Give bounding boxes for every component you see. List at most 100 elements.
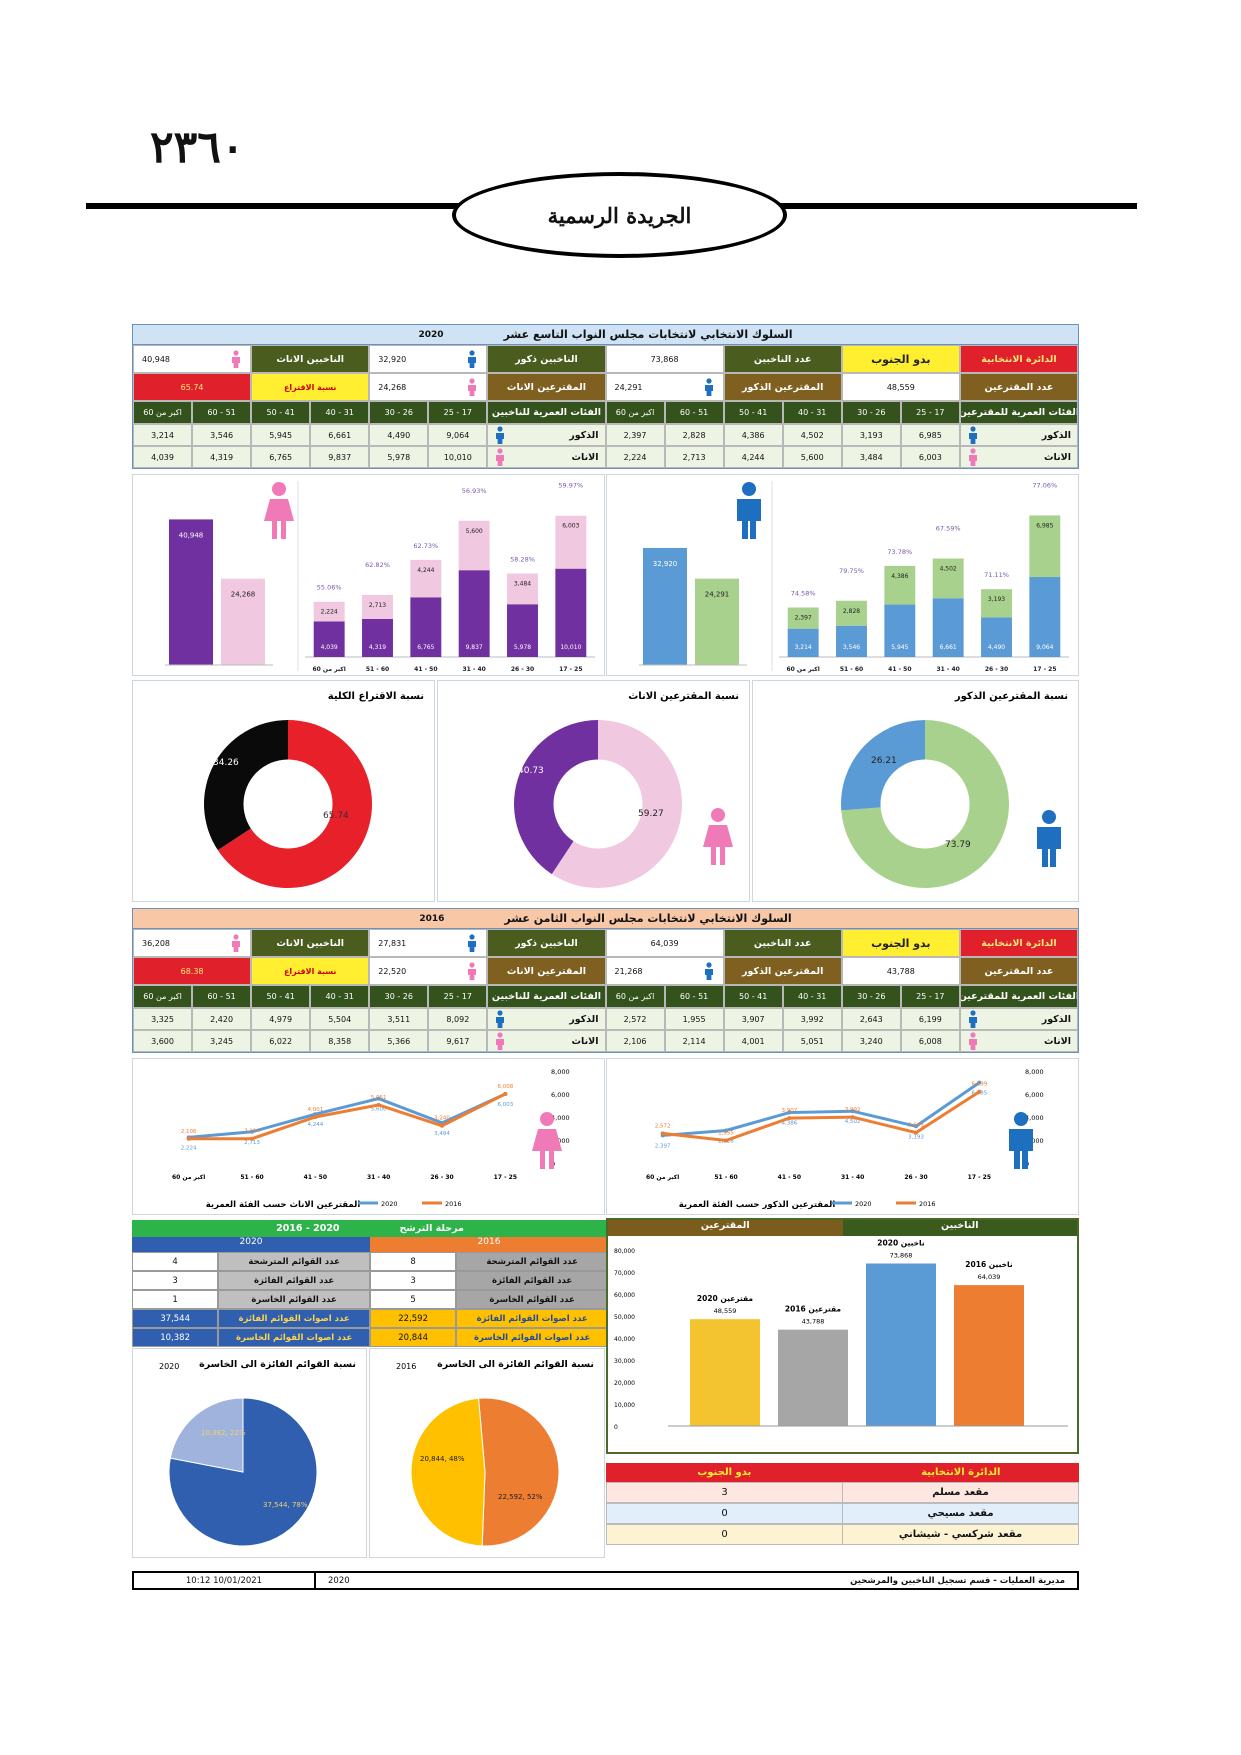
- bar-value-label: 40,948: [179, 531, 204, 539]
- seat-count: 3: [721, 1487, 728, 1498]
- bar: [695, 578, 739, 665]
- stack-bar-upper: [981, 589, 1012, 618]
- percent-annotation: 67.59%: [936, 525, 961, 533]
- age-voters-label: الفئات العمرية للناخبين: [487, 401, 606, 424]
- value-2016: 5: [370, 1290, 457, 1309]
- cell: 5,945: [251, 424, 311, 446]
- totals-bar-chart: 80,000 70,000 60,000 50,000 40,000 30,000 20,0…: [614, 1238, 1068, 1431]
- pie-label: 37,544, 78%: [263, 1501, 308, 1509]
- stack-bar-upper: [362, 594, 393, 619]
- bar-value-label: 32,920: [653, 560, 678, 568]
- bar-value-label: 5,978: [514, 644, 531, 651]
- point-label: 3,240: [434, 1116, 450, 1122]
- label-2020: عدد اصوات القوائم الخاسرة: [218, 1328, 370, 1347]
- female-donut-panel: نسبة المقترعين الاناث 59.27 40.73: [437, 680, 750, 902]
- percent-annotation: 62.82%: [365, 561, 390, 569]
- data-point: [724, 1128, 728, 1133]
- seat-count: 0: [721, 1529, 728, 1540]
- x-tick-label: 17 - 25: [1033, 666, 1056, 673]
- icon-head: [711, 808, 725, 822]
- cell: 2,713: [664, 446, 724, 468]
- bar-value-label: 10,010: [560, 644, 581, 651]
- seats-header: الدائرة الانتخابية بدو الجنوب: [606, 1463, 1079, 1482]
- cell: 3,907: [723, 1008, 783, 1030]
- pie-title: نسبة القوائم الفائزة الى الخاسرة: [437, 1359, 594, 1370]
- series-line-2020: [188, 1092, 506, 1139]
- pie-label: 22,592, 52%: [498, 1493, 543, 1501]
- age-header-cand: 31 - 40: [782, 985, 842, 1008]
- y-tick-label: 2,000: [1025, 1137, 1044, 1145]
- value: 21,268: [614, 966, 643, 976]
- stack-bar-upper: [787, 607, 819, 629]
- legend-label: 2016: [445, 1200, 462, 1208]
- icon-body: [703, 825, 733, 865]
- female-icon: [968, 1032, 977, 1050]
- stack-bar-upper: [555, 515, 587, 569]
- voters-female-label: الناخبين الاناث: [251, 345, 370, 373]
- x-tick-label: 17 - 25: [968, 1174, 991, 1181]
- age-header-voters: 51 - 60: [192, 985, 252, 1008]
- point-label: 3,992: [845, 1107, 861, 1113]
- value-2016: 8: [370, 1252, 457, 1271]
- y-tick-label: 8,000: [551, 1068, 570, 1076]
- series-line-2016: [662, 1090, 981, 1143]
- turnout-label: نسبة الاقتراع: [251, 957, 370, 985]
- x-tick-label: اكبر من 60: [646, 1174, 679, 1181]
- age-header-voters: 41 - 50: [251, 985, 311, 1008]
- age-cand-label: الفئات العمرية للمقترعين: [959, 401, 1078, 424]
- point-label: 2,643: [908, 1123, 924, 1129]
- age-header-voters: 17 - 25: [428, 985, 488, 1008]
- bar-category-label: ناخبين 2016: [965, 1260, 1013, 1269]
- cell: 4,039: [133, 446, 193, 468]
- pie-year: 2016: [396, 1362, 416, 1371]
- icon-head: [272, 482, 286, 496]
- x-tick-label: 26 - 30: [511, 666, 534, 673]
- bar-value-label: 4,386: [891, 573, 908, 580]
- cell: 3,600: [133, 1030, 193, 1052]
- donut-label: 65.74: [323, 811, 349, 821]
- data-point: [186, 1136, 191, 1141]
- point-label: 2,106: [181, 1129, 197, 1135]
- cell: 2,572: [605, 1008, 665, 1030]
- bar-category-label: مقترعين 2016: [785, 1305, 842, 1314]
- cell: 2,106: [605, 1030, 665, 1052]
- year-2020: 2020: [132, 1237, 370, 1252]
- stack-bar-lower: [410, 597, 442, 657]
- age-header-cand: 17 - 25: [900, 985, 960, 1008]
- row-label-males: الذكور: [487, 424, 606, 446]
- value: 24,268: [378, 382, 407, 392]
- label-2020: عدد اصوات القوائم الفائزة: [218, 1309, 370, 1328]
- row-label-males: الذكور: [487, 1008, 606, 1030]
- cell: 9,837: [310, 446, 370, 468]
- lists-header: مرحلة الترشح 2020 - 2016: [132, 1220, 608, 1237]
- male-bars-panel: 32,920 24,291 3,214 2,397 74.58% اكبر من 60 3,…: [606, 474, 1079, 676]
- district-label: الدائرة الانتخابية: [959, 929, 1078, 957]
- percent-annotation: 71.11%: [984, 571, 1009, 579]
- female-icon: [703, 808, 733, 865]
- cell: 5,978: [369, 446, 429, 468]
- bar-category-label: ناخبين 2020: [877, 1238, 925, 1247]
- stack-bar-lower: [981, 617, 1012, 657]
- bar-value-label: 5,945: [891, 644, 908, 651]
- y-tick-label: 8,000: [1025, 1068, 1044, 1076]
- lists-row: عدد القوائم الخاسرة 5 عدد القوائم الخاسرة 1: [132, 1290, 608, 1309]
- row-label-females: الاناث: [959, 446, 1078, 468]
- donut-label: 34.26: [213, 758, 239, 768]
- seat-row: مقعد مسلم 3: [606, 1482, 1079, 1503]
- point-label: 4,001: [307, 1107, 323, 1113]
- female-icon: [496, 448, 505, 466]
- section-year: 2016: [419, 913, 445, 924]
- y-tick-label: 2,000: [551, 1137, 570, 1145]
- point-label: 6,003: [497, 1102, 513, 1108]
- percent-annotation: 56.93%: [462, 487, 487, 495]
- donut-hole: [243, 759, 333, 849]
- point-label: 2,397: [655, 1143, 671, 1149]
- x-tick-label: اكبر من 60: [786, 666, 819, 673]
- age-cand-label: الفئات العمرية للمقترعين: [959, 985, 1078, 1008]
- value: 36,208: [142, 938, 170, 948]
- legend-label: 2020: [855, 1200, 872, 1208]
- section-title: السلوك الانتخابي لانتخابات مجلس النواب ا…: [504, 912, 792, 925]
- label-2016: عدد القوائم الفائزة: [456, 1271, 608, 1290]
- male-line-chart: 8,0006,0004,0002,00002,3972,8284,3864,50…: [646, 1068, 1044, 1210]
- bar-value-label: 73,868: [890, 1251, 913, 1259]
